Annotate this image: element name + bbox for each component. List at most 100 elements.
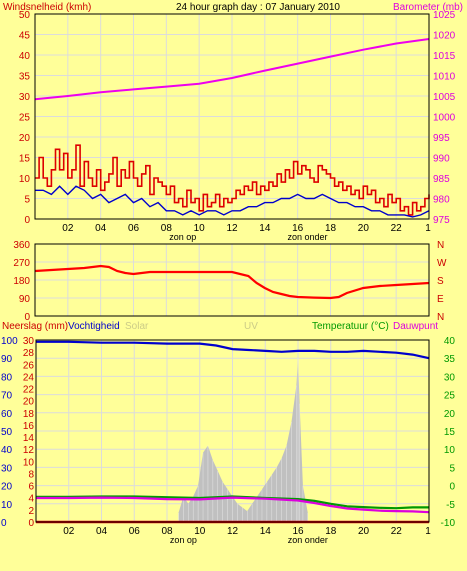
barometer-tick-label: 1000 [433, 113, 456, 124]
x-tick-label: 02 [62, 223, 74, 234]
humidity-line [36, 340, 430, 360]
wind-tick-label: 25 [19, 113, 31, 124]
barometer-line [34, 38, 430, 101]
x-tick-label: 08 [161, 526, 173, 537]
wind-plot-frame [34, 13, 430, 220]
wind-average-line [35, 185, 430, 218]
x-tick-label: 18 [325, 223, 337, 234]
rain-tick-label: 24 [23, 372, 35, 383]
climate-plot-frame [35, 339, 430, 523]
x-tick-label: 1 [425, 223, 431, 234]
x-tick-label: 16 [292, 223, 304, 234]
humidity-tick-label: 40 [1, 445, 13, 456]
wind-tick-label: 45 [19, 31, 31, 42]
wind-tick-label: 40 [19, 51, 31, 62]
temperature-tick-label: 10 [444, 445, 456, 456]
rain-tick-label: 18 [23, 409, 35, 420]
barometer-tick-label: 975 [433, 215, 450, 226]
compass-tick-label: N [437, 240, 444, 251]
solar-label: Solar [125, 321, 149, 332]
direction-tick-label: 90 [19, 294, 31, 305]
rain-tick-label: 20 [23, 397, 35, 408]
direction-tick-label: 0 [24, 312, 30, 323]
temperature-label: Temperatuur (°C) [312, 321, 389, 332]
x-tick-label: 02 [63, 526, 75, 537]
direction-plot-frame [34, 243, 430, 317]
x-tick-label: 14 [259, 223, 271, 234]
x-tick-label: 06 [128, 223, 140, 234]
sun-annotation: zon op [170, 535, 197, 545]
x-tick-label: 20 [358, 526, 370, 537]
humidity-tick-label: 30 [1, 463, 13, 474]
barometer-tick-label: 1005 [433, 92, 456, 103]
direction-tick-label: 360 [13, 240, 30, 251]
temperature-tick-label: 20 [444, 409, 456, 420]
rain-tick-label: 22 [23, 385, 35, 396]
rain-tick-label: 16 [23, 421, 35, 432]
x-tick-label: 04 [95, 223, 107, 234]
temperature-tick-label: -10 [441, 518, 456, 529]
temperature-tick-label: 15 [444, 427, 456, 438]
wind-tick-label: 30 [19, 92, 31, 103]
rain-tick-label: 30 [23, 336, 35, 347]
rain-tick-label: 2 [28, 506, 34, 517]
humidity-tick-label: 100 [1, 336, 18, 347]
wind-tick-label: 50 [19, 10, 31, 21]
x-tick-label: 06 [129, 526, 141, 537]
barometer-tick-label: 995 [433, 133, 450, 144]
wind-axis-title: Windsnelheid (kmh) [3, 2, 91, 13]
barometer-tick-label: 1020 [433, 31, 456, 42]
barometer-tick-label: 985 [433, 174, 450, 185]
temperature-tick-label: 0 [449, 482, 455, 493]
wind-tick-label: 0 [24, 215, 30, 226]
chart-marks: 0510152025303540455097598098599099510001… [1, 10, 456, 545]
temperature-line [36, 495, 429, 510]
rain-tick-label: 12 [23, 445, 35, 456]
compass-tick-label: N [437, 312, 444, 323]
humidity-tick-label: 60 [1, 409, 13, 420]
sun-annotation: zon onder [288, 535, 328, 545]
barometer-axis-title: Barometer (mb) [393, 2, 463, 13]
wind-tick-label: 5 [24, 195, 30, 206]
x-tick-label: 14 [260, 526, 272, 537]
temperature-tick-label: 5 [449, 463, 455, 474]
rain-tick-label: 26 [23, 360, 35, 371]
compass-tick-label: E [437, 294, 444, 305]
barometer-tick-label: 990 [433, 154, 450, 165]
x-tick-label: 22 [391, 526, 403, 537]
x-tick-label: 16 [292, 526, 304, 537]
sun-annotation: zon op [169, 232, 196, 242]
wind-direction-line [34, 264, 430, 300]
humidity-tick-label: 20 [1, 482, 13, 493]
temperature-tick-label: 25 [444, 391, 456, 402]
temperature-tick-label: 40 [444, 336, 456, 347]
x-tick-label: 18 [325, 526, 337, 537]
wind-tick-label: 20 [19, 133, 31, 144]
x-tick-label: 10 [194, 223, 206, 234]
temperature-tick-label: -5 [446, 500, 455, 511]
wind-tick-label: 35 [19, 72, 31, 83]
humidity-tick-label: 10 [1, 500, 13, 511]
barometer-tick-label: 980 [433, 195, 450, 206]
rain-tick-label: 28 [23, 348, 35, 359]
direction-tick-label: 270 [13, 258, 30, 269]
temperature-tick-label: 35 [444, 354, 456, 365]
barometer-tick-label: 1025 [433, 10, 456, 21]
x-tick-label: 20 [358, 223, 370, 234]
humidity-tick-label: 50 [1, 427, 13, 438]
rain-tick-label: 0 [28, 518, 34, 529]
rain-tick-label: 4 [28, 494, 34, 505]
direction-tick-label: 180 [13, 276, 30, 287]
humidity-tick-label: 90 [1, 354, 13, 365]
humidity-label: Vochtigheid [68, 321, 120, 332]
x-tick-label: 1 [425, 526, 431, 537]
temperature-tick-label: 30 [444, 372, 456, 383]
rain-tick-label: 10 [23, 457, 35, 468]
dewpoint-label: Dauwpunt [393, 321, 438, 332]
compass-tick-label: S [437, 276, 444, 287]
rain-label: Neerslag (mm) [2, 321, 68, 332]
x-tick-label: 04 [96, 526, 108, 537]
